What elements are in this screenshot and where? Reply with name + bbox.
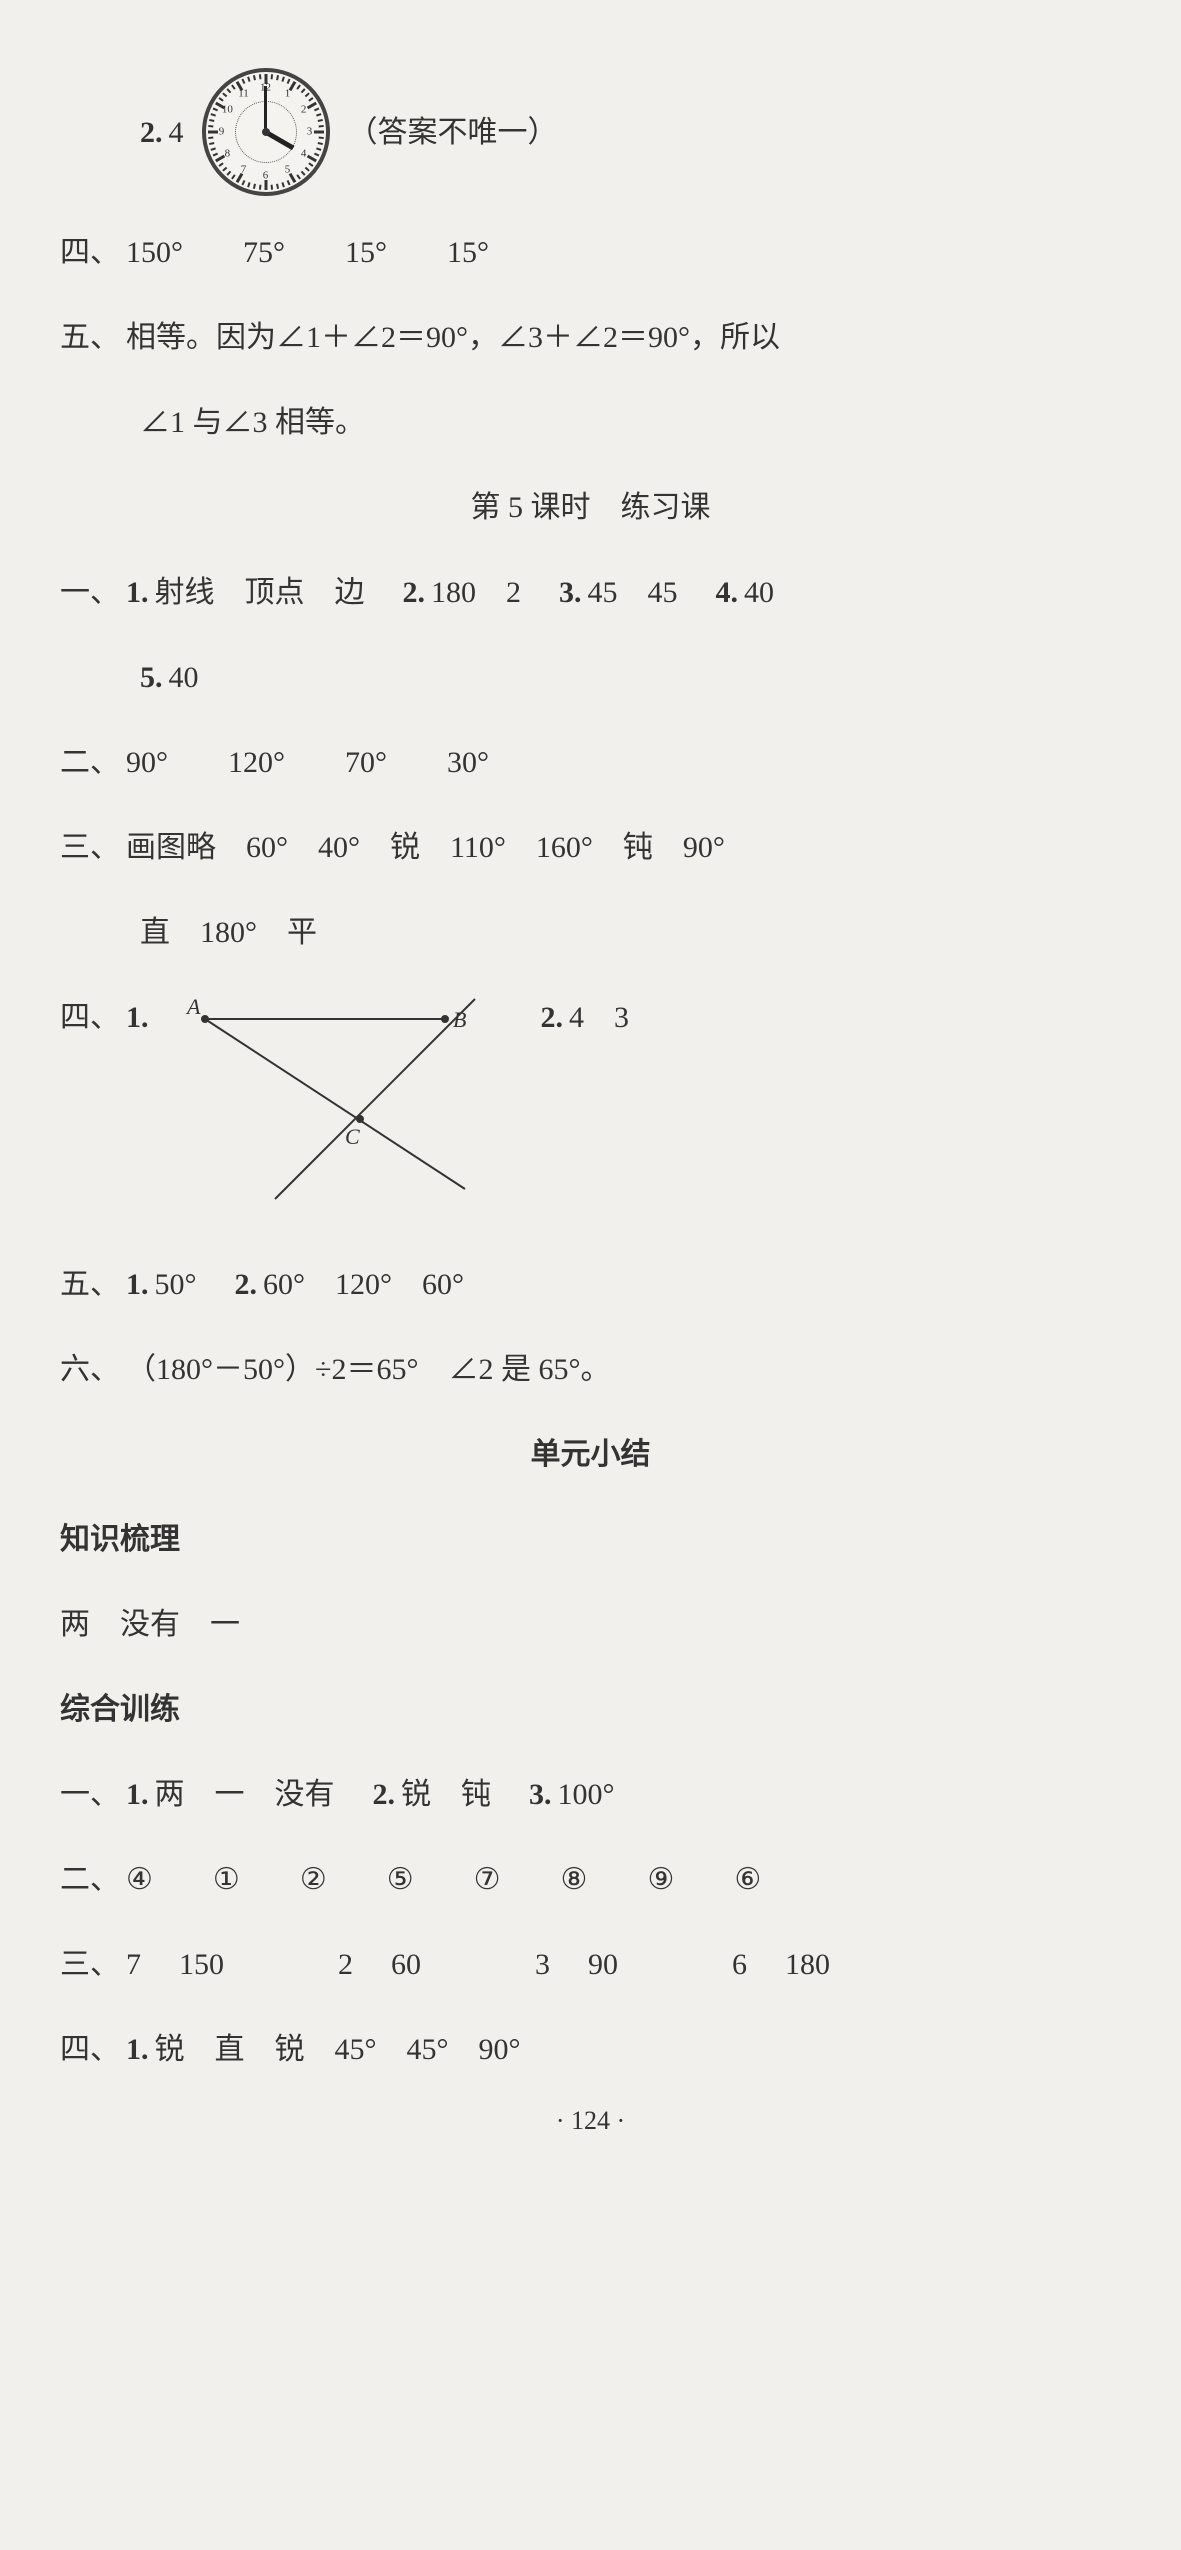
pt-b-label: B [453,1007,466,1032]
sec5-text2: ∠1 与∠3 相等。 [140,394,365,451]
diagram-abc: A B C [175,989,505,1228]
l5-1-label: 一、 [60,564,120,621]
l5-5-line: 五、 1. 50° 2. 60° 120° 60° [60,1256,1121,1313]
q2-num: 2. [140,104,163,161]
l5-4-line: 四、 1. A B C 2. 4 3 [60,989,1121,1228]
l5-6-line: 六、 （180°－50°）÷2＝65° ∠2 是 65°。 [60,1341,1121,1398]
clock-icon: 121234567891011 [202,68,330,196]
sec5-text1: 相等。因为∠1＋∠2＝90°，∠3＋∠2＝90°，所以 [126,309,780,366]
sec4-label: 四、 [60,224,120,281]
knowledge-title: 知识梳理 [60,1511,1121,1568]
l5-1-line1: 一、 1. 射线 顶点 边 2. 180 2 3. 45 45 4. 40 [60,564,1121,621]
sec4-v0: 150° [126,224,183,281]
sec5-line1: 五、 相等。因为∠1＋∠2＝90°，∠3＋∠2＝90°，所以 [60,309,1121,366]
page-number: · 124 · [60,2106,1121,2136]
sec4-v3: 15° [447,224,489,281]
knowledge-line: 两 没有 一 [60,1596,1121,1653]
pt-a-label: A [185,994,201,1019]
sec4-line: 四、 150° 75° 15° 15° [60,224,1121,281]
l5-2-line: 二、 90° 120° 70° 30° [60,734,1121,791]
l5-3-line2: 直 180° 平 [60,904,1121,961]
c4-line: 四、 1. 锐 直 锐 45° 45° 90° [60,2021,1121,2078]
c1-line: 一、 1. 两 一 没有 2. 锐 钝 3. 100° [60,1766,1121,1823]
comp-title: 综合训练 [60,1681,1121,1738]
sec4-v1: 75° [243,224,285,281]
sec4-v2: 15° [345,224,387,281]
sec5-label: 五、 [60,309,120,366]
pt-c-label: C [345,1124,360,1149]
clock-note: （答案不唯一） [348,104,558,161]
l5-3-line1: 三、 画图略 60° 40° 锐 110° 160° 钝 90° [60,819,1121,876]
q2-line: 2. 4 121234567891011 （答案不唯一） [60,68,1121,196]
q2-val: 4 [169,104,184,161]
sec5-line2: ∠1 与∠3 相等。 [60,394,1121,451]
lesson5-title: 第 5 课时 练习课 [60,479,1121,536]
c2-line: 二、 ④ ① ② ⑤ ⑦ ⑧ ⑨ ⑥ [60,1851,1121,1908]
l5-1-line2: 5. 40 [60,649,1121,706]
summary-title: 单元小结 [60,1426,1121,1483]
c3-line: 三、 7 150 2 60 3 90 6 180 [60,1936,1121,1993]
